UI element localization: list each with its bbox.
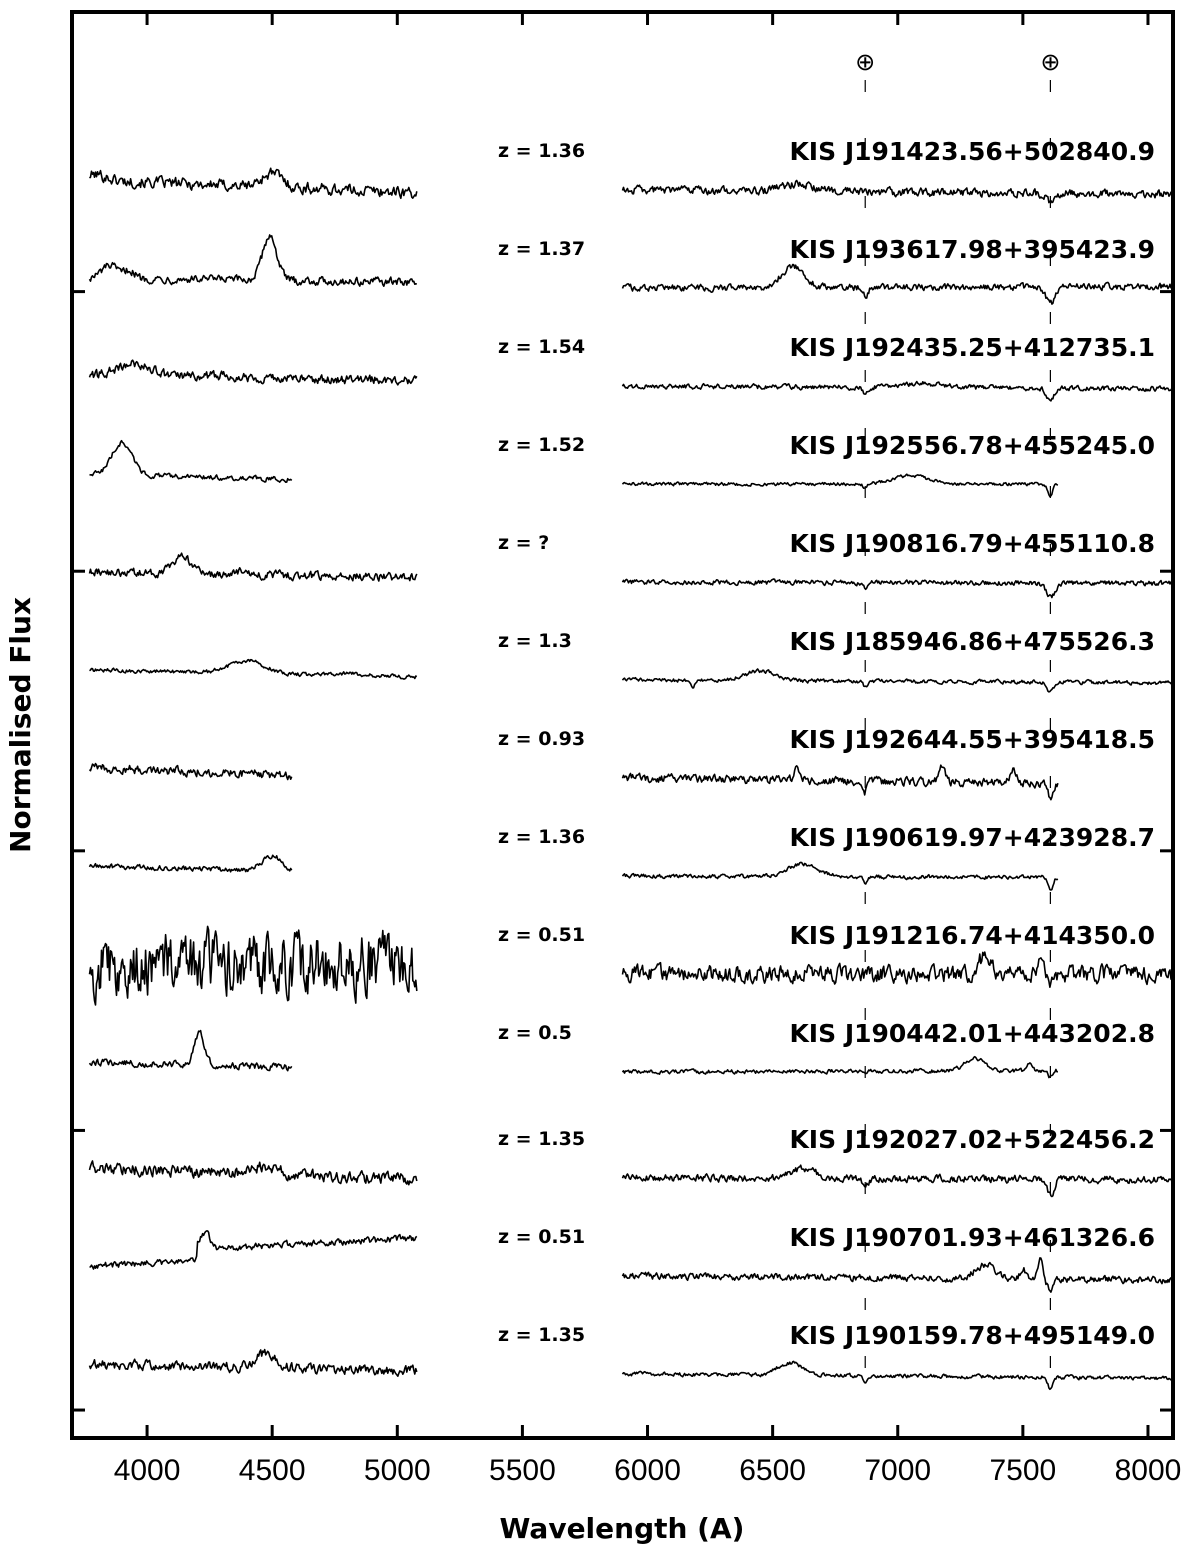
x-tick-label: 4000 (114, 1454, 181, 1487)
redshift-label: z = 1.52 (498, 434, 585, 456)
spectra-labels: z = 1.36 KIS J191423.56+502840.9 z = 1.37 K… (498, 137, 1155, 1350)
spectrum-trace-red (621, 263, 1174, 305)
x-tick-label: 7000 (864, 1454, 931, 1487)
x-axis-ticks: 4000 4500 5000 5500 6000 6500 7000 7500 8000 (114, 12, 1182, 1487)
spectrum-trace-red (621, 951, 1174, 988)
spectrum-trace-blue (89, 1230, 418, 1270)
redshift-label: z = 1.35 (498, 1324, 585, 1346)
redshift-label: z = 1.3 (498, 630, 572, 652)
telluric-markers: ⊕ ⊕ (855, 48, 1060, 1380)
spectrum-trace-red (621, 668, 1174, 693)
redshift-label: z = 1.54 (498, 336, 585, 358)
x-axis-title: Wavelength (A) (500, 1512, 745, 1545)
spectrum-trace-red (621, 578, 1174, 599)
spectrum-trace-red (621, 380, 1174, 402)
spectrum-trace-red (621, 1360, 1174, 1391)
object-name-label: KIS J190619.97+423928.7 (789, 823, 1155, 852)
redshift-label: z = 1.35 (498, 1128, 585, 1150)
x-tick-label: 7500 (989, 1454, 1056, 1487)
redshift-label: z = 0.51 (498, 1226, 585, 1248)
redshift-label: z = 0.5 (498, 1022, 572, 1044)
x-tick-label: 4500 (239, 1454, 306, 1487)
redshift-label: z = 1.36 (498, 826, 585, 848)
spectrum-trace-blue (88, 1160, 418, 1186)
x-tick-label: 5500 (489, 1454, 556, 1487)
object-name-label: KIS J190442.01+443202.8 (789, 1019, 1155, 1048)
spectrum-trace-blue (88, 167, 418, 200)
spectrum-trace-blue (88, 762, 293, 781)
x-tick-label: 6500 (739, 1454, 806, 1487)
spectrum-trace-blue (88, 359, 418, 386)
redshift-label: z = 1.37 (498, 238, 585, 260)
object-name-label: KIS J190159.78+495149.0 (789, 1321, 1155, 1350)
spectrum-trace-blue (89, 439, 293, 483)
spectrum-trace-blue (88, 1029, 293, 1072)
spectrum-trace-red (621, 764, 1059, 801)
object-name-label: KIS J192435.25+412735.1 (789, 333, 1155, 362)
object-name-label: KIS J192644.55+395418.5 (789, 725, 1155, 754)
object-name-label: KIS J191216.74+414350.0 (789, 921, 1155, 950)
telluric-earth-symbol: ⊕ (1040, 48, 1060, 76)
x-tick-label: 5000 (364, 1454, 431, 1487)
telluric-earth-symbol: ⊕ (855, 48, 875, 76)
spectrum-trace-blue (88, 1348, 418, 1377)
y-axis-title: Normalised Flux (4, 597, 37, 853)
spectrum-trace-blue (88, 854, 293, 873)
redshift-label: z = 0.93 (498, 728, 585, 750)
spectrum-trace-red (621, 473, 1059, 498)
spectrum-trace-red (621, 861, 1059, 891)
spectrum-trace-blue (88, 925, 418, 1006)
object-name-label: KIS J192027.02+522456.2 (789, 1125, 1155, 1154)
object-name-label: KIS J190701.93+461326.6 (789, 1223, 1155, 1252)
spectrum-trace-blue (89, 658, 418, 680)
y-axis-ticks (72, 10, 1173, 1412)
object-name-label: KIS J190816.79+455110.8 (789, 529, 1155, 558)
object-name-label: KIS J193617.98+395423.9 (789, 235, 1155, 264)
redshift-label: z = 1.36 (498, 140, 585, 162)
redshift-label: z = 0.51 (498, 924, 585, 946)
spectrum-trace-red (621, 179, 1174, 204)
spectrum-trace-red (621, 1055, 1058, 1079)
spectrum-trace-red (621, 1257, 1174, 1293)
redshift-label: z = ? (498, 532, 549, 554)
object-name-label: KIS J192556.78+455245.0 (789, 431, 1155, 460)
x-tick-label: 8000 (1115, 1454, 1182, 1487)
object-name-label: KIS J185946.86+475526.3 (789, 627, 1155, 656)
plot-frame (70, 10, 1175, 1440)
spectrum-trace-red (621, 1164, 1174, 1198)
spectrum-trace-blue (88, 234, 418, 287)
spectrum-trace-blue (88, 552, 418, 582)
x-tick-label: 6000 (614, 1454, 681, 1487)
object-name-label: KIS J191423.56+502840.9 (789, 137, 1155, 166)
spectra-traces (88, 167, 1174, 1391)
